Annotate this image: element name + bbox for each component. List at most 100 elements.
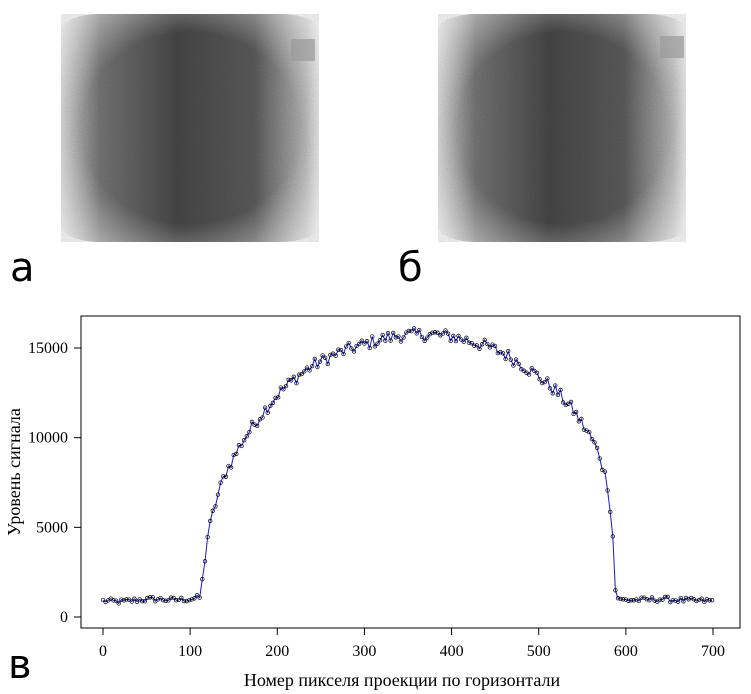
data-point bbox=[231, 452, 236, 458]
data-point bbox=[673, 598, 678, 603]
data-point bbox=[377, 338, 383, 343]
data-point bbox=[359, 338, 364, 343]
data-point bbox=[362, 341, 367, 346]
data-point bbox=[417, 327, 422, 333]
data-point bbox=[249, 419, 255, 425]
data-point bbox=[312, 356, 317, 362]
data-point bbox=[547, 386, 553, 391]
data-point bbox=[709, 598, 715, 603]
data-point bbox=[668, 599, 673, 605]
data-point bbox=[639, 595, 644, 600]
data-point bbox=[171, 595, 176, 601]
data-point bbox=[526, 372, 532, 377]
data-point bbox=[631, 598, 636, 603]
data-point bbox=[621, 597, 626, 602]
data-point bbox=[605, 488, 610, 493]
data-point bbox=[466, 340, 472, 345]
panel-label-b: б bbox=[398, 245, 423, 291]
data-point bbox=[702, 599, 707, 605]
data-point bbox=[163, 598, 168, 603]
data-point bbox=[184, 598, 189, 604]
data-point bbox=[451, 333, 456, 339]
data-point bbox=[255, 423, 260, 429]
data-point bbox=[124, 597, 129, 602]
data-point bbox=[579, 416, 584, 422]
data-point bbox=[409, 328, 414, 334]
data-point bbox=[662, 594, 668, 600]
data-point bbox=[215, 492, 221, 497]
data-point bbox=[699, 596, 704, 601]
data-point bbox=[393, 335, 398, 340]
data-point bbox=[262, 405, 268, 410]
data-point bbox=[608, 509, 613, 515]
data-point bbox=[660, 597, 665, 602]
data-point bbox=[445, 331, 451, 336]
data-point bbox=[208, 518, 213, 524]
data-point bbox=[194, 593, 200, 598]
data-point bbox=[134, 599, 140, 604]
data-point bbox=[550, 391, 555, 396]
y-tick-label: 5000 bbox=[36, 519, 68, 536]
data-point bbox=[597, 456, 602, 461]
data-point bbox=[336, 347, 341, 352]
data-point bbox=[116, 601, 121, 606]
x-tick-label: 600 bbox=[614, 643, 638, 660]
data-point bbox=[540, 380, 545, 386]
data-point bbox=[469, 341, 474, 346]
data-point bbox=[304, 365, 310, 370]
data-point bbox=[453, 338, 459, 344]
x-tick-label: 0 bbox=[99, 643, 107, 660]
series-line-layer bbox=[102, 327, 713, 605]
data-point bbox=[291, 374, 296, 379]
x-tick-label: 700 bbox=[701, 643, 725, 660]
data-point bbox=[354, 343, 359, 349]
data-point bbox=[119, 597, 124, 602]
data-point bbox=[649, 595, 655, 600]
x-tick-label: 400 bbox=[440, 643, 464, 660]
data-point bbox=[223, 474, 229, 479]
data-point bbox=[367, 345, 372, 351]
data-point bbox=[213, 504, 218, 509]
data-point bbox=[265, 410, 270, 415]
data-point bbox=[414, 331, 419, 336]
data-point bbox=[589, 436, 595, 442]
data-point bbox=[665, 594, 670, 600]
data-point bbox=[560, 400, 566, 405]
data-point bbox=[210, 508, 215, 513]
y-tick-label: 10000 bbox=[28, 430, 68, 447]
data-point bbox=[398, 339, 404, 344]
data-point bbox=[260, 415, 265, 420]
data-point bbox=[205, 534, 210, 540]
data-point bbox=[200, 577, 205, 582]
y-axis: 0 5000 10000 15000 bbox=[28, 340, 81, 626]
data-point bbox=[166, 598, 171, 603]
data-point bbox=[529, 366, 534, 371]
data-point bbox=[647, 598, 652, 603]
data-point bbox=[346, 340, 351, 346]
data-point bbox=[655, 599, 660, 604]
data-point bbox=[296, 372, 302, 377]
data-point bbox=[349, 346, 354, 351]
data-point bbox=[202, 559, 208, 564]
data-point bbox=[626, 598, 631, 603]
x-tick-label: 300 bbox=[352, 643, 376, 660]
data-point bbox=[307, 368, 312, 373]
y-axis-title: Уровень сигнала bbox=[4, 408, 24, 536]
data-point bbox=[270, 400, 276, 405]
data-point bbox=[670, 597, 676, 603]
data-point bbox=[383, 338, 388, 343]
data-point bbox=[273, 395, 278, 400]
data-point bbox=[443, 328, 448, 333]
data-point bbox=[689, 595, 694, 601]
data-point bbox=[176, 597, 181, 603]
data-point bbox=[370, 334, 375, 339]
data-point bbox=[508, 357, 513, 362]
data-point bbox=[406, 328, 412, 334]
data-point bbox=[302, 369, 307, 374]
data-point bbox=[479, 342, 485, 347]
data-point bbox=[380, 332, 385, 338]
data-point bbox=[618, 596, 623, 602]
data-point bbox=[158, 595, 163, 601]
data-point bbox=[283, 383, 289, 389]
data-point bbox=[628, 598, 634, 603]
